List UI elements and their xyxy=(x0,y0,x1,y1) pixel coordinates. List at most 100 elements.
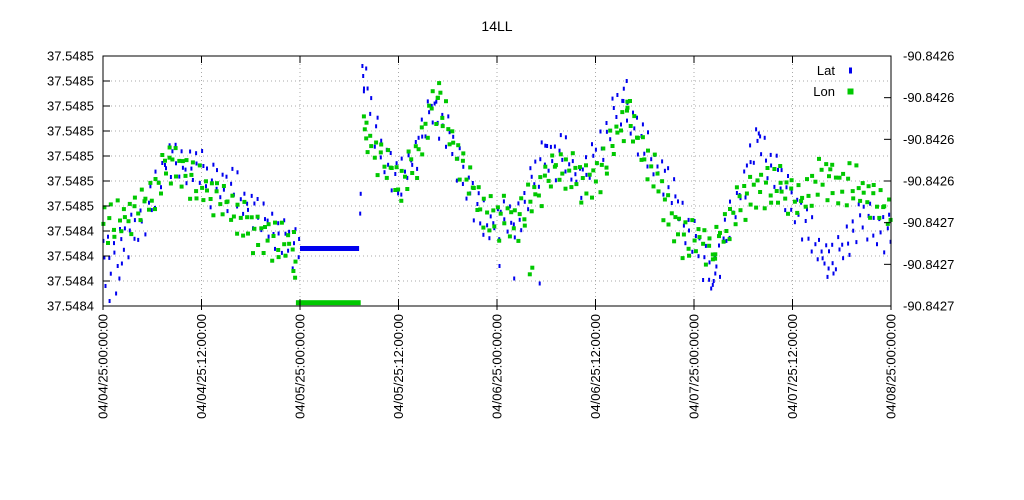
data-point xyxy=(369,111,372,116)
data-point xyxy=(763,135,766,140)
data-point xyxy=(543,164,548,169)
data-point xyxy=(852,228,855,233)
data-point xyxy=(718,230,722,235)
data-point xyxy=(850,189,855,194)
data-point xyxy=(516,238,521,243)
data-point xyxy=(477,191,480,196)
data-point xyxy=(847,241,850,246)
data-point xyxy=(409,157,414,162)
data-point xyxy=(687,253,691,258)
data-point xyxy=(831,261,834,266)
y-right-tick-label: -90.8427 xyxy=(903,257,954,272)
x-tick-label: 04/05/25:00:00:00 xyxy=(293,314,308,419)
data-point xyxy=(628,124,633,128)
data-point xyxy=(752,160,755,165)
data-point xyxy=(293,259,298,264)
data-point xyxy=(238,215,243,220)
data-point xyxy=(792,199,797,204)
data-point xyxy=(772,167,777,171)
data-point xyxy=(390,188,393,193)
data-point xyxy=(574,172,577,177)
data-point xyxy=(702,278,705,282)
data-point xyxy=(372,155,377,160)
data-point xyxy=(783,196,788,201)
data-point xyxy=(620,110,625,115)
data-point xyxy=(875,204,879,209)
data-point xyxy=(631,139,635,144)
data-point xyxy=(629,131,632,136)
data-point xyxy=(148,200,150,205)
data-point xyxy=(139,187,144,192)
data-point xyxy=(832,271,835,276)
data-point xyxy=(548,184,553,189)
chart-title: 14LL xyxy=(481,18,512,34)
data-point xyxy=(693,219,696,223)
data-point xyxy=(825,243,828,248)
data-point xyxy=(800,195,805,200)
data-point xyxy=(743,217,748,222)
data-point xyxy=(569,185,574,190)
data-point xyxy=(784,208,787,213)
data-point xyxy=(239,197,242,202)
data-point xyxy=(779,186,782,191)
data-point xyxy=(447,114,450,119)
data-point xyxy=(118,218,122,223)
data-point xyxy=(180,159,185,164)
y-left-tick-label: 37.5484 xyxy=(47,224,94,239)
data-point xyxy=(681,232,686,237)
data-point xyxy=(625,79,628,83)
data-point xyxy=(133,218,136,223)
data-point xyxy=(777,167,779,172)
data-point xyxy=(502,221,507,226)
data-point xyxy=(461,151,466,156)
data-point xyxy=(226,209,229,214)
data-point xyxy=(452,134,455,139)
data-point xyxy=(591,168,596,173)
data-point xyxy=(159,191,163,196)
data-point xyxy=(109,271,112,276)
data-point xyxy=(823,261,826,266)
data-point xyxy=(837,235,840,240)
data-point xyxy=(673,215,678,220)
data-point xyxy=(727,237,732,242)
data-point xyxy=(655,171,660,176)
data-point xyxy=(250,193,253,198)
data-point xyxy=(249,215,254,220)
data-point xyxy=(383,170,386,175)
data-point xyxy=(599,129,602,134)
data-point xyxy=(370,96,373,101)
data-point xyxy=(703,262,708,267)
data-point xyxy=(824,162,829,167)
y-right-tick-label: -90.8426 xyxy=(903,49,954,64)
data-point xyxy=(106,241,110,245)
data-point xyxy=(364,136,369,141)
data-point xyxy=(584,191,589,196)
data-point xyxy=(523,199,526,204)
data-point xyxy=(438,136,441,141)
data-point xyxy=(660,179,665,184)
data-point xyxy=(375,124,378,129)
data-point xyxy=(247,207,249,212)
data-point xyxy=(778,180,783,185)
data-point xyxy=(834,267,837,272)
data-point xyxy=(204,179,208,184)
data-point xyxy=(669,211,674,216)
data-point xyxy=(858,198,863,203)
data-point xyxy=(649,164,654,169)
data-point xyxy=(710,257,715,262)
data-point xyxy=(221,184,226,188)
data-point xyxy=(188,196,193,201)
data-point xyxy=(723,217,726,222)
data-point xyxy=(533,182,536,187)
data-point xyxy=(242,199,247,204)
data-point xyxy=(755,127,758,132)
data-point xyxy=(216,168,218,173)
data-point xyxy=(594,161,599,166)
data-point xyxy=(530,265,535,270)
data-point xyxy=(803,204,808,209)
data-point xyxy=(793,220,796,225)
axes xyxy=(102,55,892,310)
data-point xyxy=(218,202,223,207)
data-point xyxy=(230,181,233,186)
